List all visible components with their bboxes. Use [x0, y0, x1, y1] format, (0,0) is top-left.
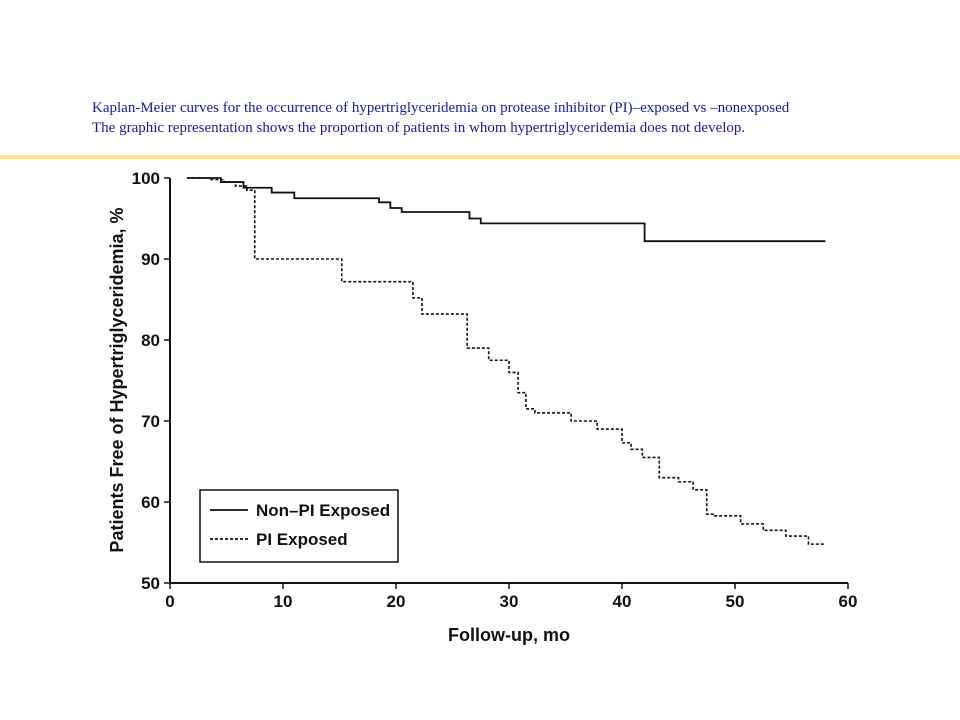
x-tick-label: 50	[726, 592, 745, 611]
series-line-non-pi-exposed	[186, 177, 826, 243]
legend-entry-label: Non–PI Exposed	[256, 501, 390, 520]
x-tick-label: 0	[165, 592, 174, 611]
legend-entry-label: PI Exposed	[256, 530, 348, 549]
x-axis-label: Follow-up, mo	[448, 625, 570, 645]
y-tick-label: 50	[141, 574, 160, 593]
legend-box	[199, 489, 399, 563]
y-tick-label: 90	[141, 250, 160, 269]
caption-line-2: The graphic representation shows the pro…	[92, 120, 746, 136]
y-tick-label: 60	[141, 493, 160, 512]
x-tick-label: 40	[613, 592, 632, 611]
x-tick-label: 20	[387, 592, 406, 611]
chart-axes: 0 10 20 30 40 50 60 50 60 70 80 90 100	[132, 169, 858, 611]
y-tick-label: 100	[132, 169, 160, 188]
divider-rule	[0, 155, 960, 159]
series-line-pi-exposed	[186, 177, 826, 545]
caption-line-1: Kaplan-Meier curves for the occurrence o…	[92, 100, 790, 116]
y-tick-label: 80	[141, 331, 160, 350]
x-tick-label: 30	[500, 592, 519, 611]
chart-series	[186, 177, 826, 545]
chart-legend: Non–PI Exposed PI Exposed	[199, 489, 399, 563]
y-tick-label: 70	[141, 412, 160, 431]
x-tick-label: 60	[839, 592, 858, 611]
y-axis-label: Patients Free of Hypertriglyceridemia, %	[107, 207, 127, 552]
x-tick-label: 10	[274, 592, 293, 611]
figure-caption: Kaplan-Meier curves for the occurrence o…	[92, 98, 960, 138]
